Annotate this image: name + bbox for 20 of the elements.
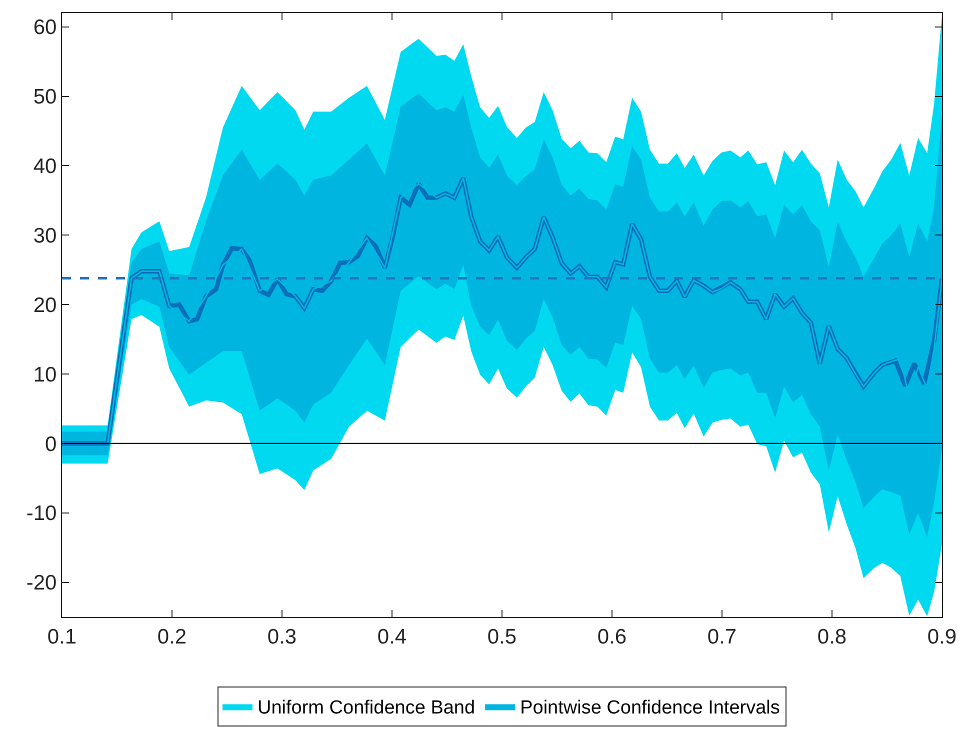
x-tick-label: 0.1 <box>47 625 77 648</box>
legend-label: Pointwise Confidence Intervals <box>520 698 780 719</box>
x-tick-label: 0.2 <box>157 625 187 648</box>
x-tick-label: 0.9 <box>927 625 957 648</box>
x-tick-label: 0.3 <box>267 625 297 648</box>
y-tick-label: -10 <box>26 502 57 526</box>
x-tick-label: 0.4 <box>377 625 407 648</box>
y-tick-label: 30 <box>33 224 57 248</box>
x-tick-label: 0.5 <box>487 625 517 648</box>
x-tick-label: 0.6 <box>597 625 627 648</box>
y-tick-label: 60 <box>33 16 57 40</box>
legend-label: Uniform Confidence Band <box>258 698 476 719</box>
x-tick-label: 0.7 <box>707 625 737 648</box>
y-tick-label: 40 <box>33 155 57 178</box>
x-tick-label: 0.8 <box>817 625 847 648</box>
y-tick-label: 10 <box>33 363 57 386</box>
y-tick-label: 50 <box>33 86 57 109</box>
y-tick-label: -20 <box>26 572 57 595</box>
y-tick-label: 0 <box>45 432 57 456</box>
y-tick-label: 20 <box>33 294 57 317</box>
